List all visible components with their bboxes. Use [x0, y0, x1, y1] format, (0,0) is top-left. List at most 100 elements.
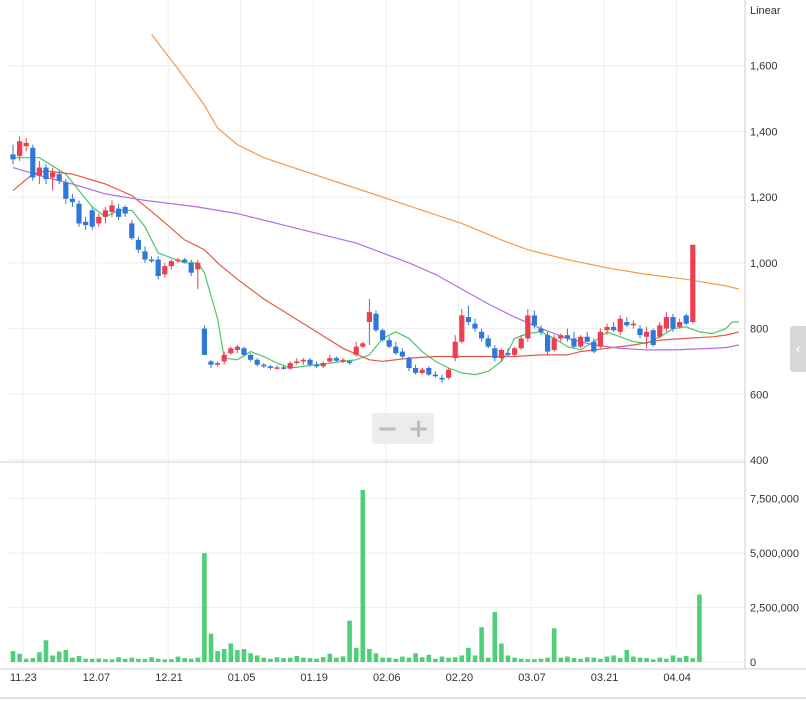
candle-body [360, 343, 366, 347]
candle-body [314, 364, 320, 367]
candle [650, 328, 656, 347]
candle-body [558, 335, 564, 339]
candle-body [195, 262, 201, 270]
candle [630, 320, 636, 329]
candle [347, 359, 353, 365]
candle [261, 363, 267, 368]
volume-tick-label: 7,500,000 [750, 494, 799, 506]
volume-bar [301, 657, 306, 662]
x-tick-label: 11.23 [10, 672, 37, 684]
candle [274, 365, 280, 370]
candle-body [366, 312, 372, 322]
candle [677, 318, 683, 329]
candle-body [300, 359, 306, 362]
candle-body [50, 172, 56, 178]
volume-bar [598, 658, 603, 662]
candle-body [307, 359, 313, 365]
candle [617, 315, 623, 336]
volume-bar [162, 659, 168, 662]
candle [690, 244, 696, 324]
candle [109, 200, 115, 217]
candle [320, 361, 326, 368]
candle-body [188, 262, 194, 273]
candle-body [637, 328, 643, 336]
candle [393, 341, 399, 355]
volume-bar [327, 653, 333, 662]
candle-body [485, 338, 491, 347]
volume-bar [353, 647, 359, 662]
candle-body [320, 363, 326, 367]
volume-bar [122, 658, 128, 662]
volume-bar [446, 657, 451, 662]
volume-bar [584, 657, 590, 662]
volume-bar [248, 653, 253, 662]
candle [201, 325, 207, 355]
volume-bar [386, 657, 392, 662]
candle-body [109, 205, 115, 212]
candle [551, 335, 557, 352]
candle-body [677, 322, 683, 327]
candle-body [663, 317, 669, 329]
price-tick-label: 1,000 [750, 258, 778, 270]
candle-body [426, 368, 432, 375]
candle-body [690, 244, 696, 322]
candle [149, 256, 155, 263]
volume-bar [452, 657, 458, 662]
candle-body [578, 336, 584, 347]
volume-bar [307, 658, 313, 662]
side-panel-toggle[interactable]: ‹ [790, 326, 806, 372]
candle [234, 345, 240, 354]
candle [459, 308, 465, 344]
volume-bar [241, 648, 247, 662]
scale-label[interactable]: Linear [750, 5, 781, 17]
candle [479, 328, 485, 342]
x-tick-label: 01.05 [228, 672, 256, 684]
volume-bar [195, 657, 201, 662]
candle [162, 262, 168, 278]
candle-body [413, 368, 419, 373]
ma-line-ma20 [12, 170, 740, 363]
candle [30, 144, 36, 181]
candle [419, 368, 425, 375]
volume-bar [664, 658, 669, 662]
volume-bar [340, 656, 346, 662]
zoom-out-button[interactable]: − [376, 413, 399, 444]
candle [604, 323, 610, 336]
candle-body [518, 338, 524, 349]
candle-body [201, 328, 207, 355]
volume-bar [367, 648, 372, 662]
candle [413, 364, 419, 375]
ma-line-ma60 [12, 167, 740, 351]
candle-body [597, 331, 603, 347]
candle-body [353, 346, 359, 355]
candle [683, 313, 689, 326]
candle [584, 331, 590, 342]
candle [386, 336, 392, 349]
candle-body [393, 346, 399, 354]
candle-body [459, 315, 465, 342]
candle [637, 325, 643, 339]
volume-bar [466, 647, 471, 662]
candle [663, 312, 669, 332]
candle [498, 348, 504, 362]
volume-bar [228, 643, 234, 662]
volume-bar [83, 658, 88, 662]
candle [221, 351, 227, 365]
volume-bar [624, 650, 630, 662]
volume-bar [545, 657, 550, 662]
volume-bar [657, 657, 663, 662]
candle [17, 136, 23, 161]
chevron-left-icon: ‹ [795, 340, 801, 358]
candle-body [96, 216, 102, 224]
volume-bar [30, 658, 36, 662]
candle [116, 203, 122, 221]
x-tick-label: 02.06 [373, 672, 401, 684]
candle [327, 354, 333, 364]
candle [512, 346, 518, 357]
candle-body [135, 239, 141, 250]
volume-bar [479, 627, 484, 662]
candle-body [122, 207, 128, 214]
zoom-in-button[interactable]: + [407, 413, 430, 444]
candle [558, 333, 564, 342]
